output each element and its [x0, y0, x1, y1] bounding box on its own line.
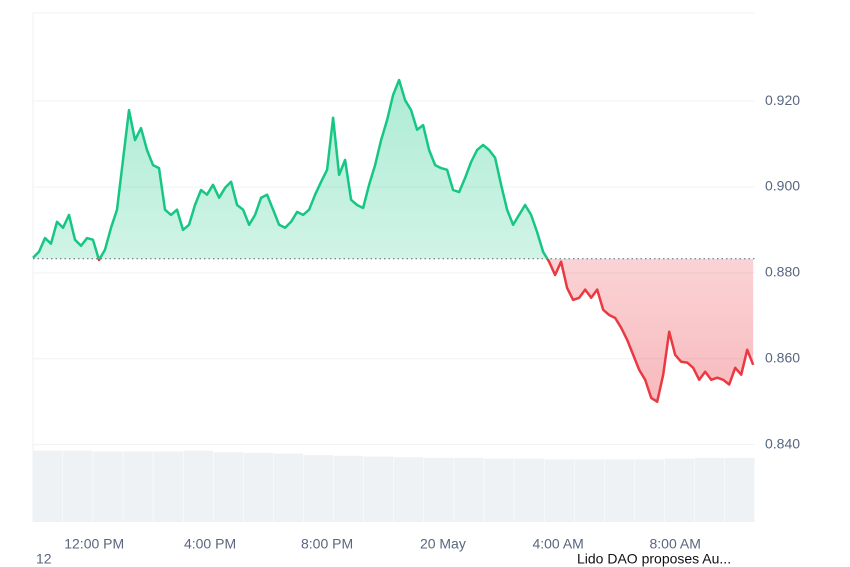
- area-down: [33, 258, 754, 402]
- news-ticker[interactable]: Lido DAO proposes Au...: [577, 551, 731, 567]
- x-tick-label: 20 May: [420, 536, 466, 552]
- volume-bar: [243, 452, 274, 522]
- x-tick-label: 8:00 PM: [301, 536, 353, 552]
- volume-bar: [394, 457, 424, 522]
- price-line-down: [97, 258, 755, 403]
- volume-bar: [634, 459, 665, 522]
- y-tick-label: 0.860: [765, 349, 800, 365]
- x-tick-label: 12:00 PM: [64, 536, 124, 552]
- x-tick-label: 4:00 PM: [184, 536, 236, 552]
- volume-bar: [273, 453, 304, 522]
- volume-bar: [544, 459, 574, 522]
- volume-bar: [694, 457, 725, 522]
- volume-bar: [484, 458, 514, 522]
- volume-bar: [664, 458, 695, 522]
- area-up: [33, 80, 548, 259]
- volume-bar: [724, 457, 755, 522]
- y-tick-label: 0.880: [765, 264, 800, 280]
- volume-bar: [93, 451, 123, 522]
- volume-bar: [604, 459, 635, 522]
- volume-bar: [33, 450, 63, 522]
- volume-bar: [514, 458, 544, 522]
- y-tick-label: 0.920: [765, 92, 800, 108]
- y-tick-label: 0.840: [765, 435, 800, 451]
- volume-bar: [363, 456, 394, 522]
- volume-bar: [424, 457, 454, 522]
- volume-bar: [123, 451, 153, 522]
- volume-bar: [454, 457, 484, 522]
- footer-left: 12: [36, 551, 52, 567]
- volume-bar: [63, 450, 93, 522]
- volume-bar: [574, 459, 605, 522]
- volume-bar: [333, 455, 364, 522]
- price-line-up: [32, 78, 549, 259]
- volume-bar: [303, 455, 334, 522]
- volume-bar: [213, 452, 244, 522]
- x-tick-label: 8:00 AM: [649, 536, 700, 552]
- y-tick-label: 0.900: [765, 178, 800, 194]
- x-tick-label: 4:00 AM: [532, 536, 583, 552]
- volume-bar: [153, 451, 183, 522]
- volume-bar: [183, 450, 213, 522]
